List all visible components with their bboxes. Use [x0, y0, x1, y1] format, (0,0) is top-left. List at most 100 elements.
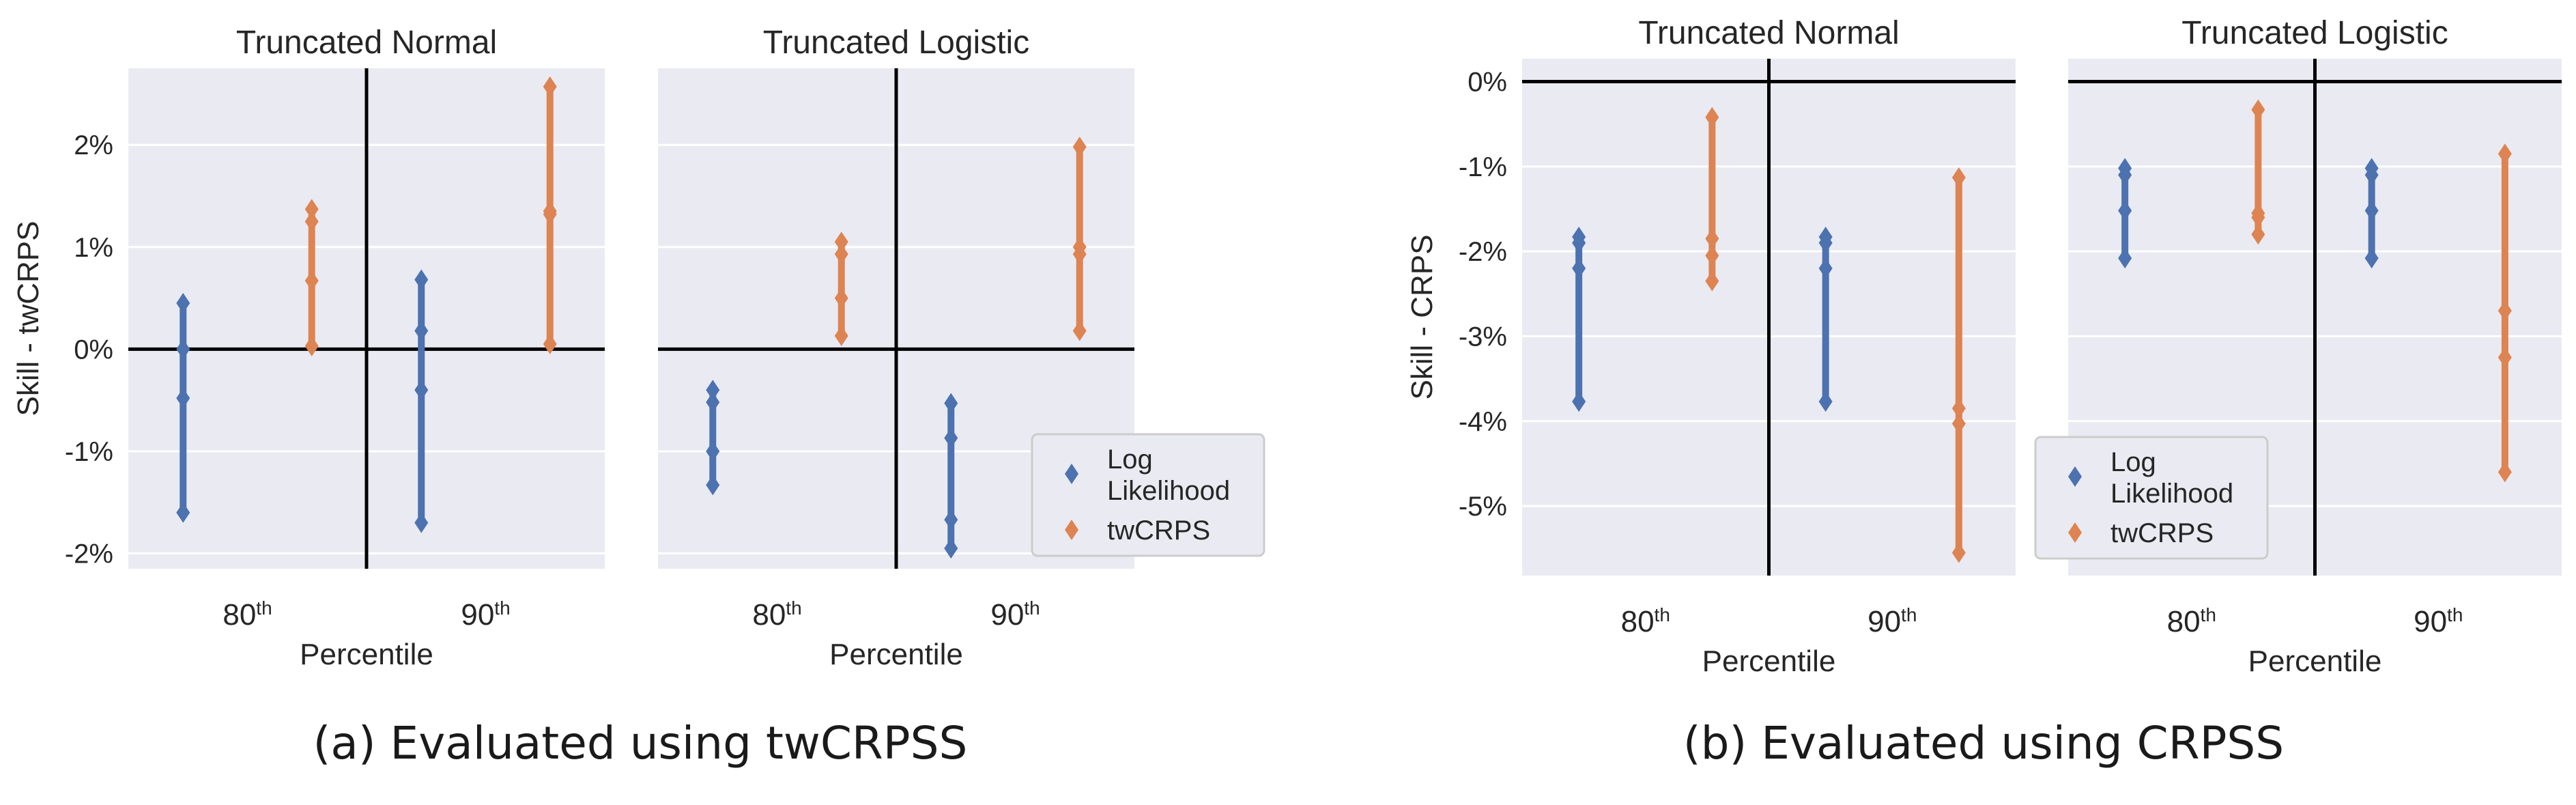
caption-b: (b) Evaluated using CRPSS [1683, 717, 2285, 769]
chart-panel-2: Truncated Logistic 80th 90th Percentile Log L… [658, 25, 1265, 671]
x-tick-label: 90th [461, 597, 510, 632]
data-point [2251, 203, 2265, 224]
data-point [1951, 167, 1966, 188]
data-point [2364, 248, 2379, 269]
data-point [1705, 270, 1719, 292]
data-point [1818, 258, 1833, 279]
data-point [2498, 300, 2512, 322]
data-point [1572, 227, 1586, 248]
data-point [2251, 224, 2265, 245]
y-tick-label: -4% [1459, 407, 1507, 437]
data-point [944, 393, 958, 414]
data-point [1951, 542, 1966, 563]
data-point [1705, 107, 1719, 128]
x-tick-label: 80th [752, 597, 801, 632]
data-point [414, 380, 429, 401]
data-point [1951, 398, 1966, 419]
legend-label: twCRPS [2110, 518, 2214, 548]
data-point [176, 293, 190, 314]
data-point [1572, 391, 1586, 412]
y-tick-label: -1% [65, 437, 113, 467]
x-axis-label: Percentile [829, 638, 963, 671]
x-tick-label: 80th [223, 597, 272, 632]
data-point [1072, 320, 1087, 341]
data-point [304, 270, 319, 292]
y-tick-label: 1% [74, 233, 113, 263]
data-point [2118, 200, 2132, 221]
legend-marker [1065, 464, 1078, 484]
data-point [2118, 158, 2132, 179]
data-point [706, 392, 720, 413]
data-point [706, 440, 720, 462]
data-point [2498, 462, 2512, 483]
y-tick-label: 0% [74, 335, 113, 365]
legend-frame [1031, 433, 1265, 557]
y-tick-label: -1% [1459, 152, 1507, 182]
data-point [834, 231, 848, 253]
data-point [706, 380, 720, 401]
data-point [543, 76, 557, 97]
data-point [543, 333, 557, 354]
y-tick-label: 0% [1468, 68, 1507, 98]
data-point [2364, 158, 2379, 179]
x-tick-label: 90th [1867, 604, 1917, 639]
data-point [2364, 200, 2379, 221]
x-axis-label: Percentile [300, 638, 433, 671]
chart-panel-1: -2% -1% 0% 1% 2% Truncated Normal 80th 90th Perc… [12, 25, 605, 671]
data-point [543, 201, 557, 222]
data-point [1951, 413, 1966, 434]
x-tick-label: 80th [1621, 604, 1670, 639]
legend-marker [1065, 520, 1078, 540]
data-point [834, 287, 848, 309]
data-point [1818, 391, 1833, 412]
data-point [944, 509, 958, 531]
chart-panel-3: 0% -1% -2% -3% -4% -5% Truncated Normal 80th 90t… [1405, 15, 2016, 678]
legend: Log Likelihood twCRPS [2034, 436, 2269, 560]
y-axis-label: Skill - twCRPS [12, 221, 45, 416]
data-point [944, 538, 958, 559]
chart-title: Truncated Logistic [763, 25, 1029, 61]
data-point [304, 199, 319, 220]
data-point [414, 512, 429, 533]
legend-label: twCRPS [1107, 516, 1210, 546]
y-tick-label: 2% [74, 130, 113, 160]
data-point [176, 388, 190, 409]
chart-title: Truncated Normal [1638, 15, 1899, 51]
x-tick-label: 90th [2414, 604, 2463, 639]
x-tick-label: 90th [990, 597, 1040, 632]
data-point [1705, 245, 1719, 266]
legend-label: Log Likelihood [1107, 444, 1230, 506]
data-point [1572, 258, 1586, 279]
y-tick-label: -3% [1459, 322, 1507, 352]
x-tick-label: 80th [2167, 604, 2216, 639]
data-point [414, 269, 429, 290]
y-tick-label: -5% [1459, 492, 1507, 522]
data-point [304, 211, 319, 232]
data-point [1818, 227, 1833, 248]
x-axis-label: Percentile [1702, 645, 1836, 678]
data-point [1072, 137, 1087, 158]
legend: Log Likelihood twCRPS [1031, 433, 1265, 557]
legend-marker [2068, 466, 2082, 487]
data-point [176, 339, 190, 360]
data-point [1705, 228, 1719, 249]
data-point [944, 427, 958, 449]
y-axis-label: Skill - CRPS [1405, 234, 1439, 399]
y-tick-label: -2% [65, 539, 113, 569]
y-tick-label: -2% [1459, 237, 1507, 267]
chart-panel-4: Truncated Logistic 80th 90th Percentile Log L… [2034, 15, 2562, 678]
chart-title: Truncated Normal [236, 25, 497, 61]
legend-marker [2068, 522, 2082, 543]
data-point [2251, 99, 2265, 120]
data-point [414, 320, 429, 341]
legend-frame [2034, 436, 2269, 560]
data-point [1072, 236, 1087, 257]
data-point [706, 475, 720, 496]
data-point [2498, 143, 2512, 165]
legend-label: Log Likelihood [2110, 447, 2233, 509]
data-point [176, 502, 190, 523]
data-point [304, 335, 319, 356]
data-point [2498, 347, 2512, 368]
chart-title: Truncated Logistic [2181, 15, 2448, 51]
